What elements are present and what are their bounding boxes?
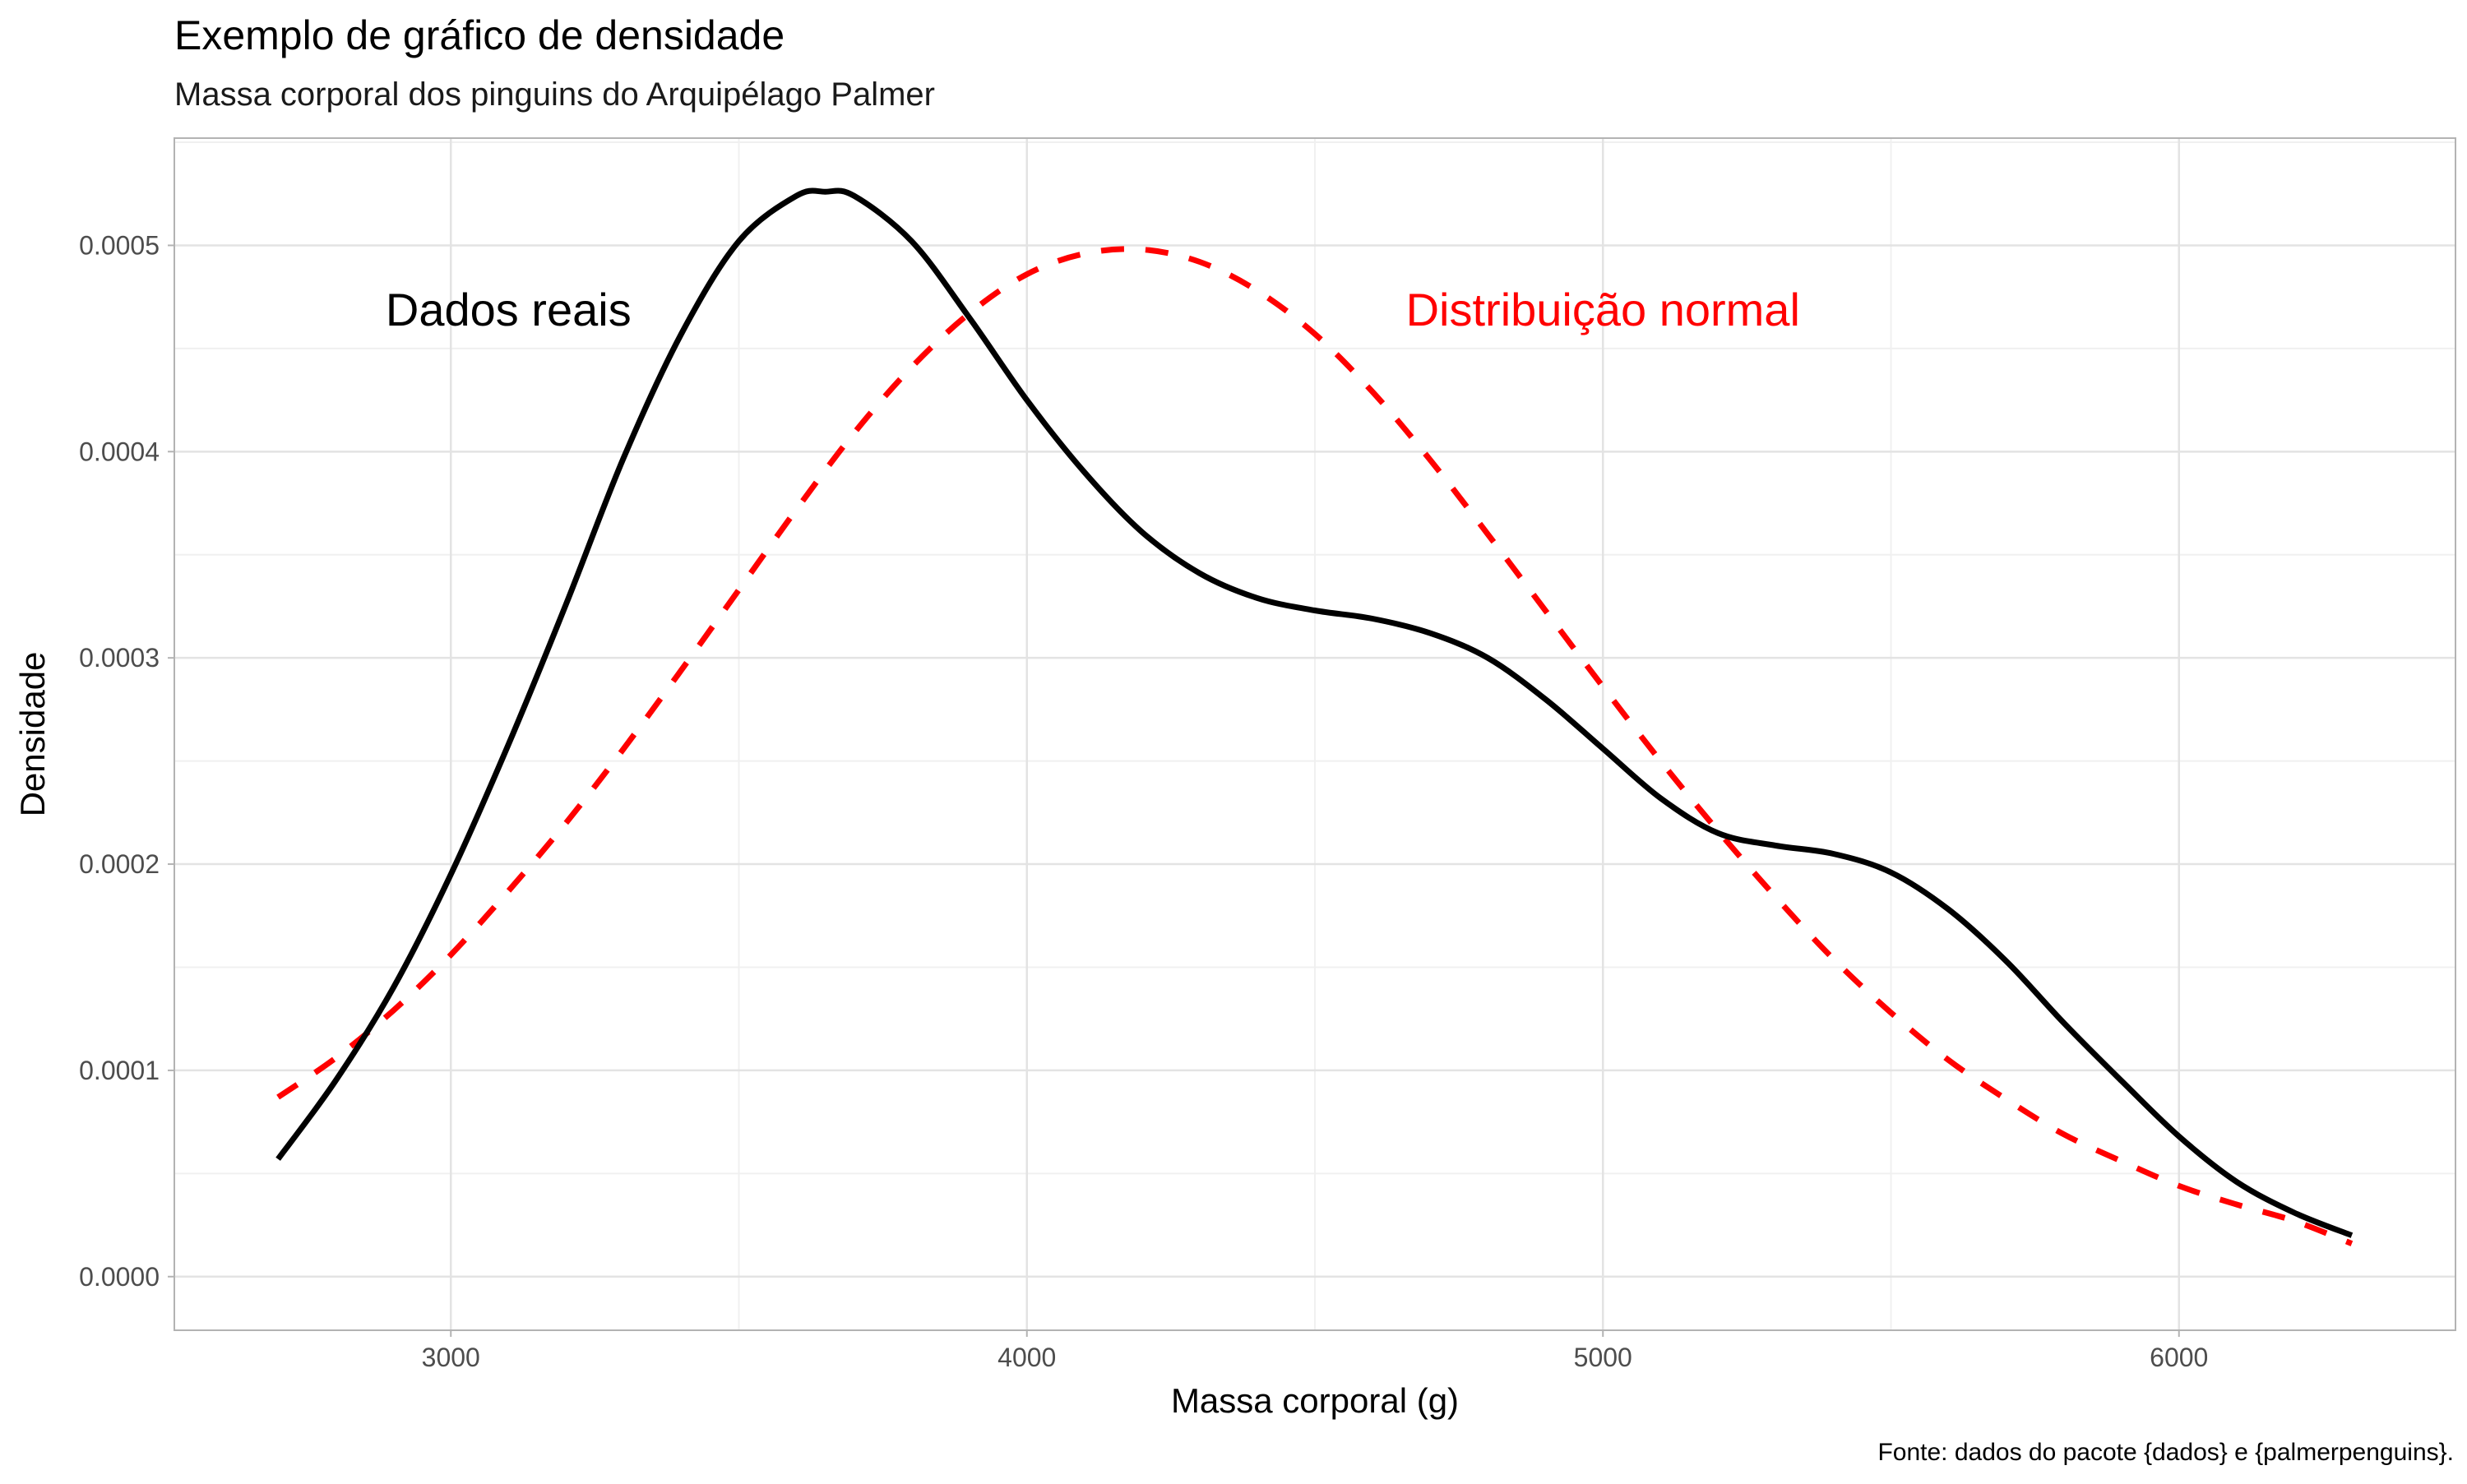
plot-panel-border bbox=[174, 137, 2456, 1331]
x-tick-label: 4000 bbox=[997, 1343, 1056, 1372]
chart-caption: Fonte: dados do pacote {dados} e {palmer… bbox=[1877, 1439, 2454, 1466]
x-axis-ticks: 3000 4000 5000 6000 bbox=[422, 1330, 2208, 1372]
y-tick-label: 0.0003 bbox=[79, 643, 160, 673]
grid-lines bbox=[174, 138, 2455, 1330]
x-tick-label: 3000 bbox=[422, 1343, 480, 1372]
y-tick-label: 0.0001 bbox=[79, 1056, 160, 1085]
annotation-normal-distribution: Distribuição normal bbox=[1406, 284, 1800, 335]
normal-distribution-line bbox=[276, 246, 2354, 1246]
x-tick-label: 5000 bbox=[1574, 1343, 1632, 1372]
y-tick-label: 0.0005 bbox=[79, 230, 160, 260]
x-tick-label: 6000 bbox=[2150, 1343, 2208, 1372]
y-tick-label: 0.0000 bbox=[79, 1262, 160, 1292]
series-lines bbox=[275, 187, 2354, 1246]
annotations: Dados reais Distribuição normal bbox=[386, 284, 1800, 335]
y-tick-label: 0.0002 bbox=[79, 849, 160, 879]
y-tick-label: 0.0004 bbox=[79, 437, 160, 466]
chart-subtitle: Massa corporal dos pinguins do Arquipéla… bbox=[174, 76, 935, 113]
real-data-density-line bbox=[275, 187, 2354, 1238]
x-axis-title: Massa corporal (g) bbox=[1171, 1381, 1459, 1420]
chart-title: Exemplo de gráfico de densidade bbox=[174, 12, 785, 58]
y-axis-ticks: 0.0000 0.0001 0.0002 0.0003 0.0004 0.0005 bbox=[79, 230, 174, 1292]
y-axis-title: Densidade bbox=[13, 652, 52, 817]
annotation-real-data: Dados reais bbox=[386, 284, 632, 335]
